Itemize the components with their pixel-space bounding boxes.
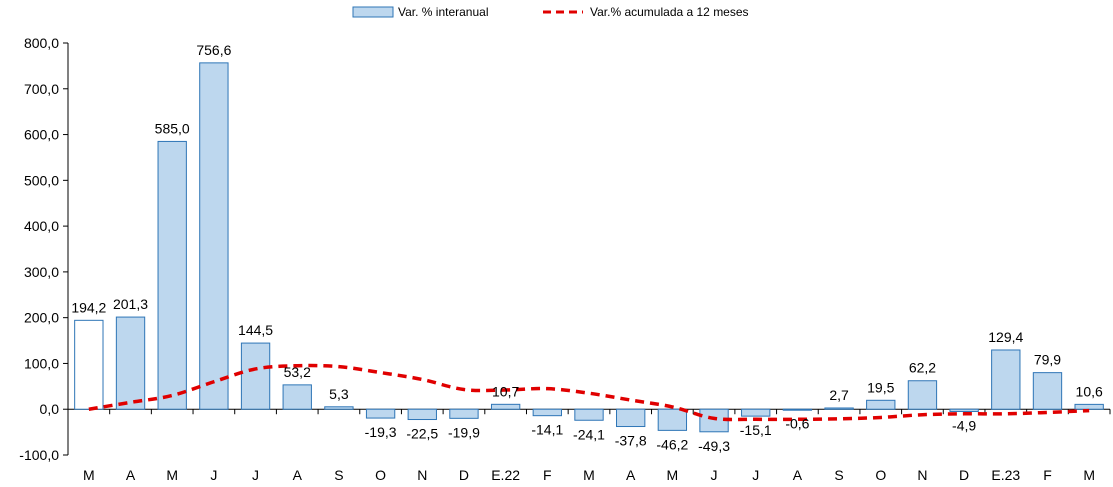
y-axis: 800,0 700,0 600,0 500,0 400,0 300,0 200,0 100,0… <box>19 35 69 463</box>
x-tick-label: J <box>252 467 259 483</box>
y-tick-label: -100,0 <box>19 447 59 463</box>
x-tick-label: M <box>583 467 595 483</box>
bar-data-label: -24,1 <box>573 426 605 442</box>
bar <box>282 384 312 410</box>
legend-line-label: Var.% acumulada a 12 meses <box>590 5 749 19</box>
bar <box>574 408 604 421</box>
bar <box>657 408 688 431</box>
y-tick-label: 600,0 <box>24 127 59 143</box>
bar <box>407 408 437 421</box>
x-tick-label: M <box>83 467 95 483</box>
legend-bar-swatch <box>352 6 394 18</box>
x-tick-label: S <box>834 467 843 483</box>
x-tick-label: F <box>543 467 552 483</box>
legend-bar-label: Var. % interanual <box>398 5 489 19</box>
bar-data-label: 19,5 <box>867 379 894 395</box>
bar-data-label: -19,3 <box>365 424 397 440</box>
x-tick-label: E.22 <box>491 467 520 483</box>
bar-data-label: -46,2 <box>656 436 688 452</box>
x-tick-label: A <box>793 467 803 483</box>
bar-data-label: -49,3 <box>698 438 730 454</box>
bar-labels: 194,2 201,3 585,0 756,6 144,5 53,2 5,3 -19,3 -22… <box>71 42 1103 454</box>
x-tick-label: J <box>210 467 217 483</box>
bar <box>1074 403 1104 410</box>
bar-data-label: 10,6 <box>1076 383 1103 399</box>
bar-data-label: 10,7 <box>492 383 519 399</box>
y-tick-label: 300,0 <box>24 264 59 280</box>
x-tick-label: A <box>126 467 136 483</box>
bar-data-label: -0,6 <box>785 415 809 431</box>
x-tick-label: J <box>711 467 718 483</box>
x-tick-label: A <box>293 467 303 483</box>
x-tick-label: O <box>875 467 886 483</box>
y-tick-label: 400,0 <box>24 218 59 234</box>
bar <box>824 407 854 410</box>
y-tick-label: 500,0 <box>24 172 59 188</box>
x-tick-label: N <box>417 467 427 483</box>
bar <box>782 408 813 411</box>
bar <box>616 408 646 428</box>
x-tick-label: D <box>959 467 969 483</box>
bar <box>949 408 979 412</box>
bar <box>199 62 229 410</box>
bar-data-label: 756,6 <box>196 42 231 58</box>
bar <box>365 408 396 419</box>
bar-data-label: 201,3 <box>113 296 148 312</box>
bar <box>532 408 562 417</box>
x-tick-label: F <box>1043 467 1052 483</box>
bar-data-label: 194,2 <box>71 299 106 315</box>
x-tick-label: E.23 <box>991 467 1020 483</box>
x-tick-label: M <box>1083 467 1095 483</box>
bar-data-label: 585,0 <box>155 120 190 136</box>
line-series <box>88 363 1090 422</box>
bar-data-label: 5,3 <box>329 386 349 402</box>
bar <box>866 399 896 410</box>
bar-data-label: 62,2 <box>909 360 936 376</box>
x-tick-label: A <box>626 467 636 483</box>
bar <box>907 380 938 410</box>
bar <box>1032 372 1063 410</box>
x-tick-label: J <box>752 467 759 483</box>
legend: Var. % interanual Var.% acumulada a 12 m… <box>352 5 749 19</box>
bar <box>490 403 521 410</box>
y-tick-label: 700,0 <box>24 81 59 97</box>
x-tick-label: M <box>667 467 679 483</box>
bar-data-label: -19,9 <box>448 424 480 440</box>
y-tick-label: 200,0 <box>24 310 59 326</box>
x-tick-label: M <box>166 467 178 483</box>
bar <box>991 349 1021 410</box>
y-tick-label: 800,0 <box>24 35 59 51</box>
bar <box>240 342 271 410</box>
bar-data-label: 79,9 <box>1034 352 1061 368</box>
bar-data-label: -14,1 <box>531 422 563 438</box>
bar <box>449 408 479 419</box>
bar-data-label: 2,7 <box>829 387 849 403</box>
bar-data-label: -15,1 <box>740 422 772 438</box>
bar <box>324 406 354 410</box>
bars <box>74 62 1104 433</box>
x-tick-label: S <box>334 467 343 483</box>
bar-data-label: 53,2 <box>284 364 311 380</box>
bar <box>74 319 104 410</box>
bar-data-label: 144,5 <box>238 322 273 338</box>
bar <box>115 316 146 410</box>
bar-data-label: -22,5 <box>406 426 438 442</box>
bar <box>741 408 771 417</box>
x-tick-label: O <box>375 467 386 483</box>
x-tick-label: D <box>459 467 469 483</box>
y-tick-label: 100,0 <box>24 355 59 371</box>
bar-data-label: -37,8 <box>615 433 647 449</box>
x-tick-label: N <box>917 467 927 483</box>
bar-data-label: 129,4 <box>988 329 1023 345</box>
bar <box>157 140 187 410</box>
bar-data-label: -4,9 <box>952 417 976 433</box>
y-tick-label: 0,0 <box>40 401 60 417</box>
line-series-path <box>88 363 1090 422</box>
